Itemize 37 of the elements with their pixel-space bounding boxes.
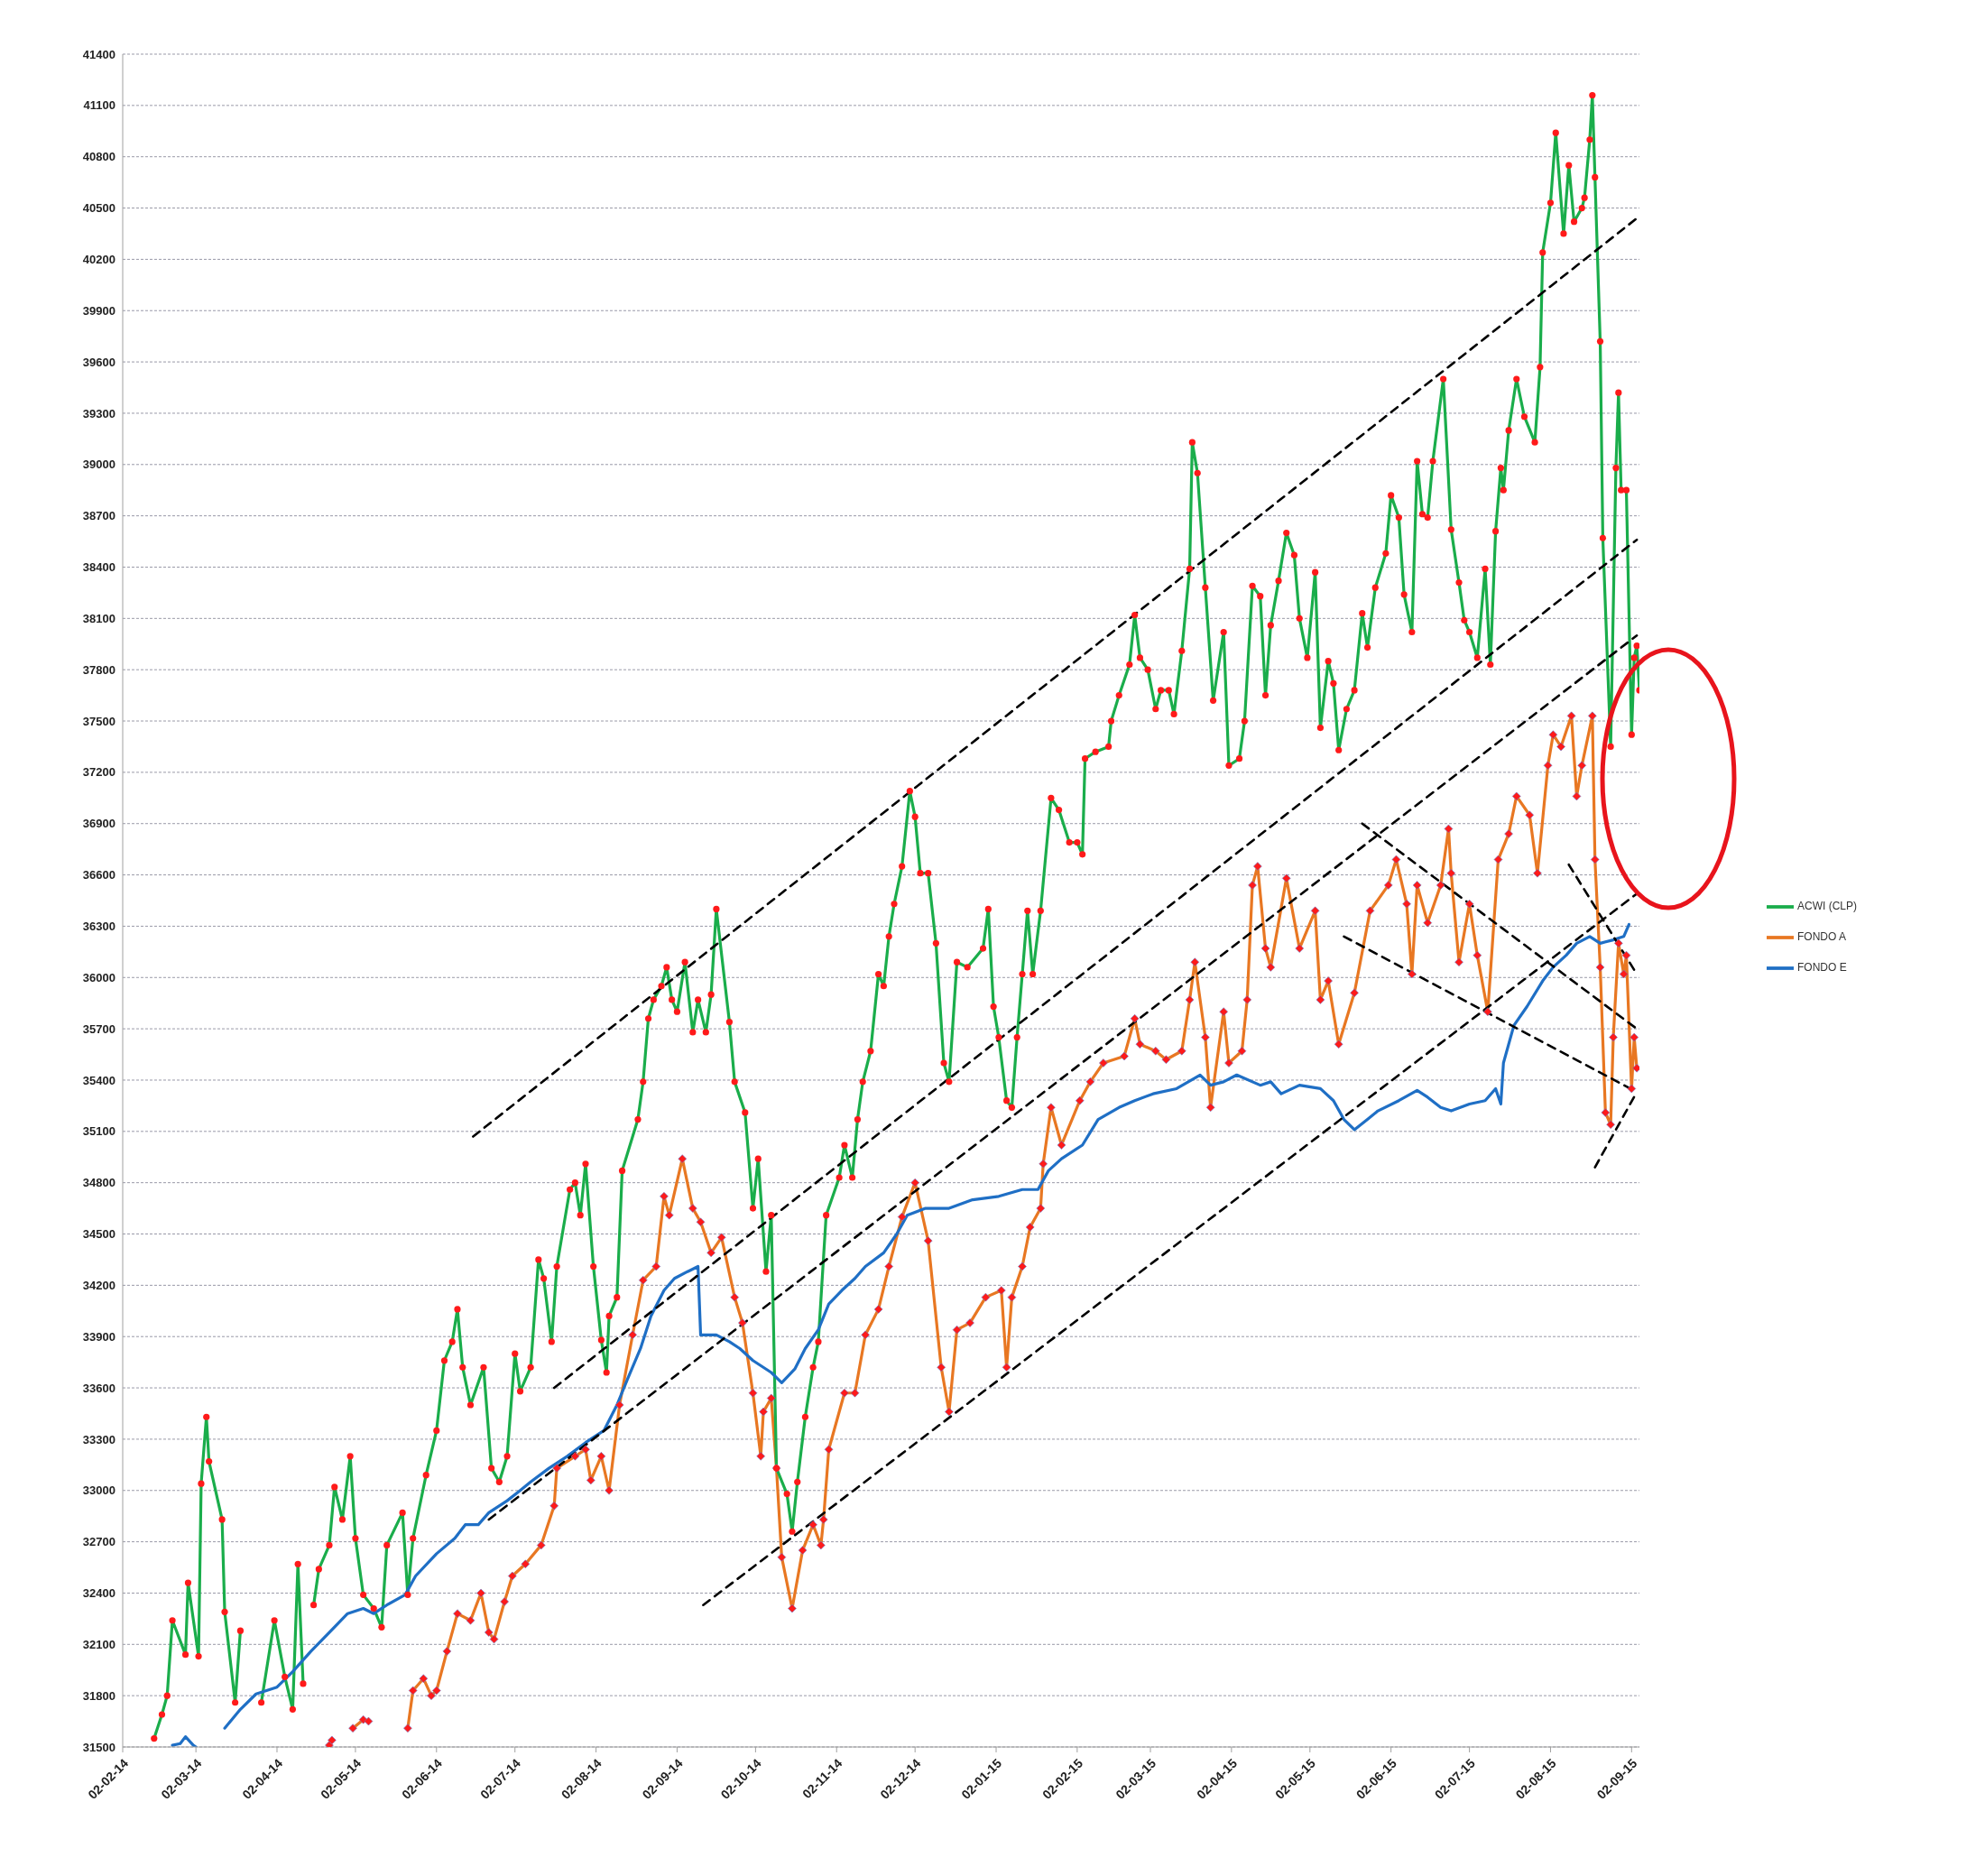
y-tick-label: 36000 [82, 970, 115, 984]
y-tick-label: 39300 [82, 406, 115, 420]
y-tick-label: 34500 [82, 1227, 115, 1242]
legend-label: FONDO A [1797, 930, 1847, 943]
y-tick-label: 33300 [82, 1432, 115, 1446]
y-tick-label: 41100 [83, 98, 115, 113]
y-tick-label: 37500 [82, 714, 115, 728]
y-tick-label: 31800 [82, 1688, 115, 1703]
y-tick-label: 34800 [82, 1176, 115, 1190]
y-tick-label: 33900 [82, 1329, 115, 1344]
y-tick-label: 39900 [82, 303, 115, 318]
y-tick-label: 32700 [82, 1535, 115, 1549]
y-tick-label: 35100 [82, 1124, 115, 1139]
y-tick-label: 35700 [82, 1021, 115, 1036]
y-tick-label: 40800 [82, 150, 115, 164]
y-tick-label: 37200 [82, 765, 115, 780]
y-tick-label: 32100 [82, 1637, 115, 1651]
y-tick-label: 39600 [82, 355, 115, 369]
y-tick-label: 38700 [82, 509, 115, 523]
y-tick-label: 40500 [82, 201, 115, 216]
y-tick-label: 33000 [82, 1483, 115, 1498]
y-tick-label: 34200 [82, 1278, 115, 1292]
legend-label: ACWI (CLP) [1797, 900, 1857, 912]
y-tick-label: 38400 [82, 560, 115, 575]
y-tick-label: 35400 [82, 1073, 115, 1087]
y-tick-label: 36300 [82, 920, 115, 934]
y-tick-label: 38100 [82, 611, 115, 625]
y-tick-label: 32400 [82, 1586, 115, 1601]
y-tick-label: 37800 [82, 662, 115, 677]
y-tick-label: 40200 [82, 253, 115, 267]
y-tick-label: 36900 [82, 817, 115, 831]
y-tick-label: 39000 [82, 457, 115, 472]
legend-label: FONDO E [1797, 961, 1847, 974]
y-tick-label: 31500 [82, 1740, 115, 1754]
y-tick-label: 36600 [82, 868, 115, 883]
y-tick-label: 33600 [82, 1381, 115, 1395]
y-tick-label: 41400 [82, 47, 115, 61]
